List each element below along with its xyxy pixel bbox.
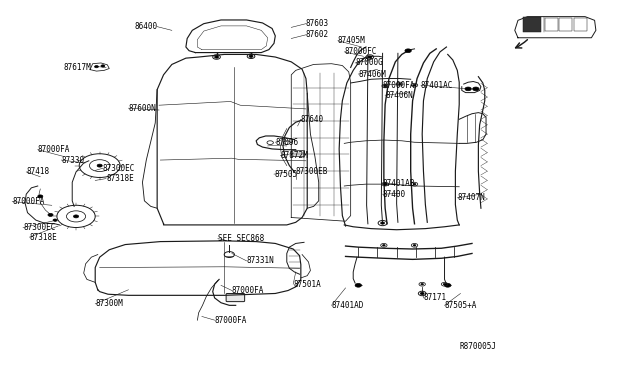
- Text: 87418: 87418: [26, 167, 49, 176]
- Text: 87407N: 87407N: [458, 193, 485, 202]
- Text: 87000FA: 87000FA: [214, 316, 247, 325]
- Text: 87400: 87400: [383, 190, 406, 199]
- Circle shape: [465, 87, 471, 91]
- Text: 87318E: 87318E: [29, 232, 57, 242]
- Text: 87505+A: 87505+A: [445, 301, 477, 310]
- Circle shape: [445, 283, 451, 287]
- Text: 87000FA: 87000FA: [383, 81, 415, 90]
- Circle shape: [249, 55, 253, 57]
- Circle shape: [384, 183, 387, 185]
- Text: 87401AB: 87401AB: [383, 179, 415, 187]
- Text: 87000FA: 87000FA: [38, 145, 70, 154]
- Bar: [559, 18, 572, 32]
- Text: 87000FC: 87000FC: [344, 47, 377, 56]
- Circle shape: [405, 49, 412, 52]
- FancyBboxPatch shape: [226, 294, 244, 302]
- Text: 87300EC: 87300EC: [103, 164, 135, 173]
- Circle shape: [413, 183, 416, 185]
- Text: 87331N: 87331N: [246, 256, 275, 265]
- Circle shape: [413, 84, 416, 86]
- Circle shape: [413, 244, 416, 246]
- Circle shape: [399, 83, 401, 85]
- Text: 87617M: 87617M: [63, 63, 91, 72]
- Bar: [523, 17, 541, 32]
- Text: 87600N: 87600N: [129, 104, 156, 113]
- Circle shape: [74, 215, 79, 218]
- Circle shape: [383, 244, 385, 246]
- Circle shape: [48, 214, 53, 217]
- Text: 86400: 86400: [134, 22, 157, 31]
- Circle shape: [368, 56, 372, 58]
- Text: 87300EB: 87300EB: [296, 167, 328, 176]
- Bar: [545, 18, 557, 32]
- Text: 87318E: 87318E: [106, 174, 134, 183]
- Circle shape: [472, 87, 479, 91]
- Text: SEE SEC868: SEE SEC868: [218, 234, 264, 243]
- Circle shape: [355, 283, 362, 287]
- Text: 87405M: 87405M: [338, 36, 365, 45]
- Text: 87330: 87330: [61, 155, 84, 164]
- Text: 87096: 87096: [275, 138, 298, 147]
- Text: 87602: 87602: [306, 30, 329, 39]
- Circle shape: [420, 292, 424, 295]
- Text: 87000FA: 87000FA: [12, 197, 45, 206]
- Text: 87406M: 87406M: [358, 70, 386, 78]
- Text: 87000FA: 87000FA: [232, 286, 264, 295]
- Circle shape: [38, 195, 43, 198]
- Bar: [291, 150, 304, 155]
- Text: 87000G: 87000G: [355, 58, 383, 67]
- Circle shape: [97, 164, 102, 167]
- Text: 87300M: 87300M: [95, 299, 123, 308]
- Circle shape: [95, 65, 99, 68]
- Text: 87603: 87603: [306, 19, 329, 28]
- Circle shape: [101, 65, 105, 67]
- Text: 87872M: 87872M: [280, 151, 308, 160]
- Text: R870005J: R870005J: [460, 341, 496, 350]
- Circle shape: [421, 283, 424, 285]
- Circle shape: [384, 85, 387, 87]
- Text: 87406N: 87406N: [385, 91, 413, 100]
- Bar: [574, 18, 587, 32]
- Circle shape: [381, 222, 385, 224]
- Text: 87300EC: 87300EC: [23, 223, 56, 232]
- Text: 87171: 87171: [424, 294, 447, 302]
- Text: 87501A: 87501A: [293, 280, 321, 289]
- Circle shape: [444, 283, 446, 285]
- Text: 87505: 87505: [274, 170, 297, 179]
- Circle shape: [53, 219, 57, 221]
- Text: 87401AD: 87401AD: [332, 301, 364, 310]
- Text: 87401AC: 87401AC: [421, 81, 453, 90]
- Circle shape: [214, 56, 218, 58]
- Text: 87640: 87640: [301, 115, 324, 124]
